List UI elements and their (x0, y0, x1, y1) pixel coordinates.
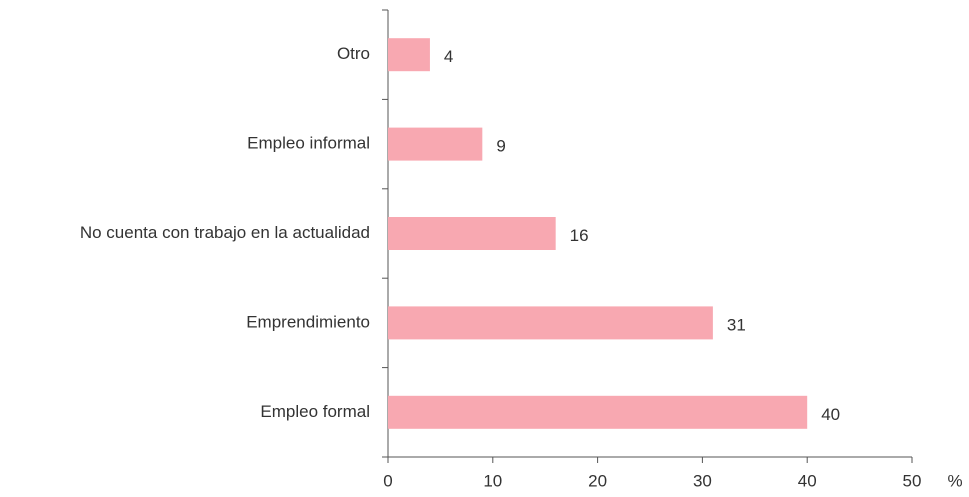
data-label: 40 (821, 405, 840, 424)
x-tick-label: 0 (383, 471, 392, 490)
x-tick-label: 40 (798, 471, 817, 490)
data-label: 16 (570, 226, 589, 245)
bar (388, 395, 808, 429)
bar (388, 217, 556, 250)
y-tick-label: Empleo informal (247, 134, 370, 153)
bar (388, 306, 713, 340)
y-tick-label: No cuenta con trabajo en la actualidad (80, 223, 370, 242)
data-label: 9 (496, 137, 505, 156)
x-tick-label: 20 (588, 471, 607, 490)
bar (388, 127, 483, 161)
x-tick-label: 10 (483, 471, 502, 490)
y-tick-label: Emprendimiento (246, 312, 370, 331)
x-axis-label: % (947, 471, 962, 490)
x-tick-label: 50 (903, 471, 922, 490)
y-tick-label: Empleo formal (260, 402, 370, 421)
bar (388, 38, 430, 72)
y-tick-label: Otro (337, 44, 370, 63)
x-tick-label: 30 (693, 471, 712, 490)
data-label: 4 (444, 47, 453, 66)
data-label: 31 (727, 315, 746, 334)
